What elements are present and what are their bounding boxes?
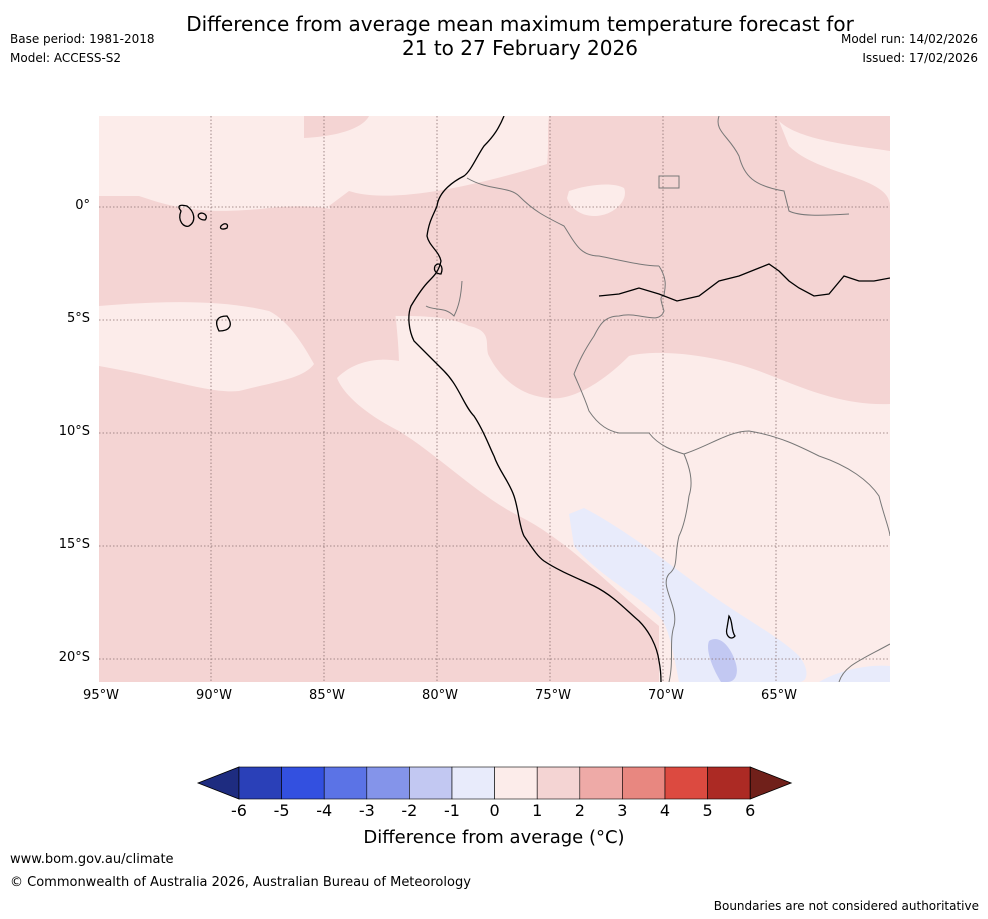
lon-tick: 80°W bbox=[422, 688, 458, 703]
chart-title: Difference from average mean maximum tem… bbox=[0, 12, 988, 60]
anomaly-0-to-1-patch bbox=[567, 184, 625, 216]
colorbar-cell bbox=[622, 766, 666, 800]
colorbar-cell bbox=[281, 766, 325, 800]
colorbar-tick-label: 0 bbox=[489, 801, 500, 820]
colorbar-tick-label: 6 bbox=[745, 801, 756, 820]
colorbar-cell bbox=[579, 766, 623, 800]
colorbar-tick-label: 1 bbox=[532, 801, 543, 820]
colorbar-cell bbox=[664, 766, 708, 800]
colorbar-cell bbox=[536, 766, 581, 800]
anomaly-minus1-to-0-east bbox=[819, 665, 890, 682]
lon-tick: 70°W bbox=[648, 688, 684, 703]
colorbar-cell bbox=[409, 766, 453, 800]
lat-tick: 0° bbox=[75, 198, 90, 213]
colorbar-tick-label: -1 bbox=[444, 801, 460, 820]
colorbar-tick-label: -6 bbox=[231, 801, 247, 820]
lon-tick: 95°W bbox=[83, 688, 119, 703]
colorbar-title: Difference from average (°C) bbox=[363, 827, 625, 848]
colorbar-extend-low bbox=[196, 766, 240, 800]
lon-tick: 90°W bbox=[196, 688, 232, 703]
colorbar-cell bbox=[238, 766, 282, 800]
lat-tick: 10°S bbox=[58, 424, 90, 439]
base-period: Base period: 1981-2018 bbox=[10, 32, 155, 46]
colorbar-tick-label: 4 bbox=[659, 801, 671, 820]
lon-tick: 85°W bbox=[309, 688, 345, 703]
lat-tick: 15°S bbox=[58, 537, 90, 552]
copyright-notice: © Commonwealth of Australia 2026, Austra… bbox=[10, 875, 471, 890]
anomaly-0-to-1-tongue bbox=[99, 302, 314, 392]
colorbar-cell bbox=[323, 766, 368, 800]
boundaries-disclaimer: Boundaries are not considered authoritat… bbox=[713, 899, 979, 913]
title-line-2: 21 to 27 February 2026 bbox=[402, 36, 638, 60]
colorbar-tick-label: 3 bbox=[617, 801, 628, 820]
forecast-map bbox=[99, 116, 890, 682]
colorbar-tick-label: 2 bbox=[574, 801, 585, 820]
colorbar-tick-label: -2 bbox=[401, 801, 418, 820]
lon-tick: 65°W bbox=[761, 688, 797, 703]
colorbar-cell bbox=[451, 766, 495, 800]
anomaly-1-to-2-north-blob bbox=[304, 116, 369, 138]
website-link[interactable]: www.bom.gov.au/climate bbox=[10, 852, 174, 867]
colorbar-cell bbox=[366, 766, 410, 800]
colorbar-extend-high bbox=[749, 766, 793, 800]
lon-tick: 75°W bbox=[535, 688, 571, 703]
lat-tick: 20°S bbox=[58, 650, 90, 665]
colorbar-cell bbox=[707, 766, 751, 800]
issued-date: Issued: 17/02/2026 bbox=[862, 51, 978, 65]
colorbar-tick-label: -5 bbox=[273, 801, 290, 820]
title-line-1: Difference from average mean maximum tem… bbox=[186, 12, 854, 36]
anomaly-1-to-2-amazon-region bbox=[327, 116, 890, 405]
model-run: Model run: 14/02/2026 bbox=[840, 32, 978, 46]
model-name: Model: ACCESS-S2 bbox=[10, 51, 122, 65]
colorbar-cell bbox=[494, 766, 538, 800]
colorbar-tick-label: -3 bbox=[358, 801, 375, 820]
coastline bbox=[178, 116, 890, 682]
colorbar-tick-label: -4 bbox=[316, 801, 333, 820]
colorbar bbox=[196, 766, 793, 800]
lat-tick: 5°S bbox=[66, 311, 90, 326]
anomaly-minus2-to-minus1-blob bbox=[708, 638, 737, 682]
graticule bbox=[99, 116, 890, 682]
colorbar-tick-label: 5 bbox=[702, 801, 713, 820]
anomaly-minus1-to-0-region bbox=[569, 508, 807, 682]
